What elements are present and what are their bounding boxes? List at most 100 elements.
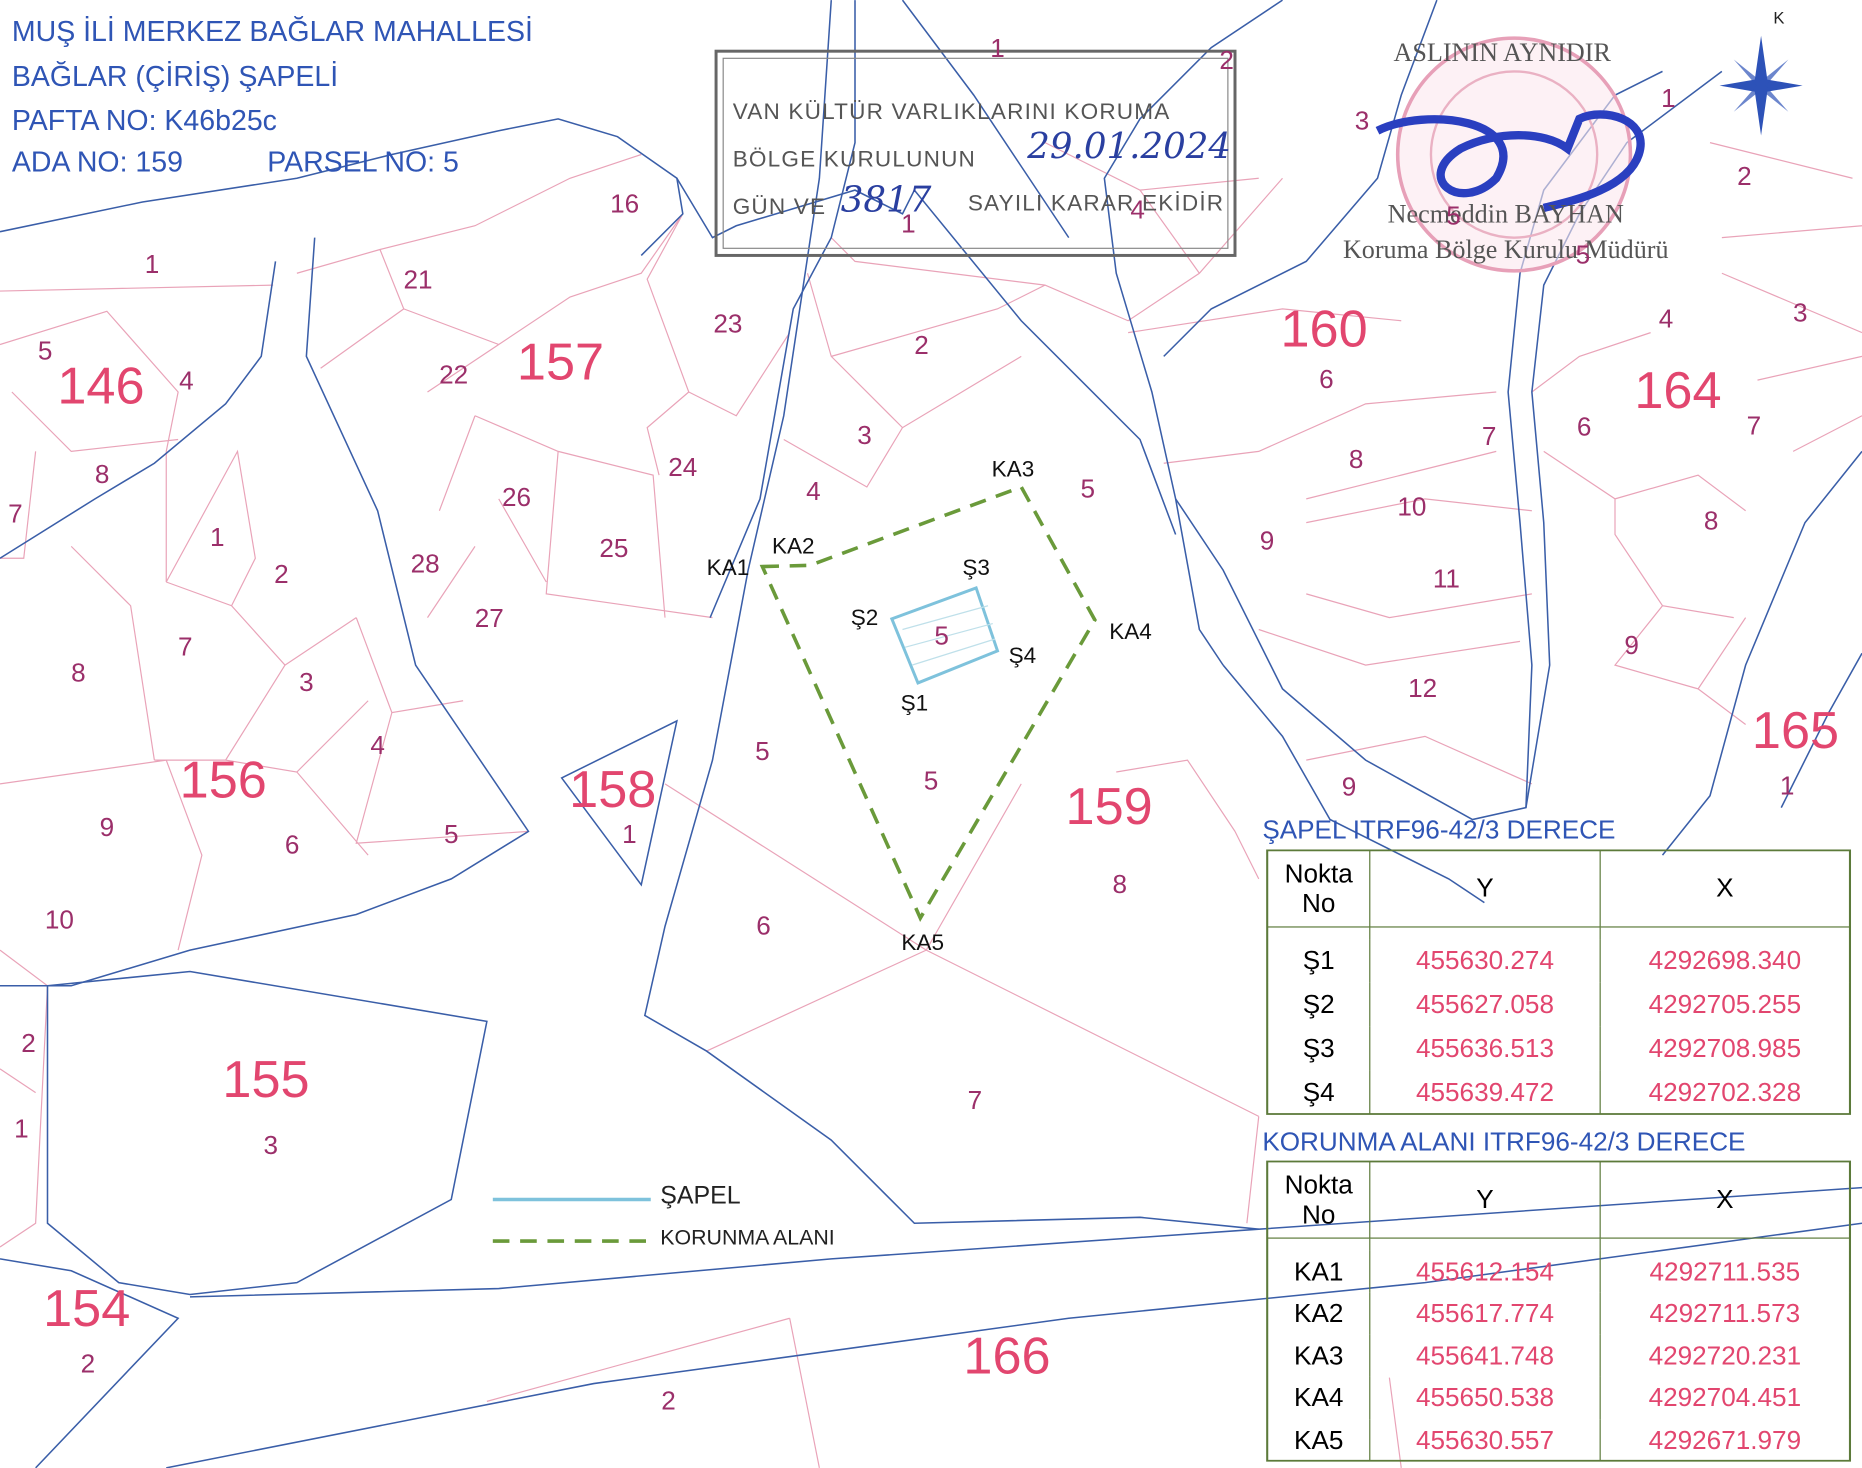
table-cell: KA3 bbox=[1268, 1334, 1370, 1376]
stamp-date: 29.01.2024 bbox=[1026, 126, 1231, 167]
table-cell: 4292720.231 bbox=[1600, 1334, 1849, 1376]
table-title: ŞAPEL ITRF96-42/3 DERECE bbox=[1262, 814, 1615, 844]
block-number: 146 bbox=[57, 357, 144, 415]
parcel-number: 5 bbox=[444, 819, 459, 849]
parcel-number: 3 bbox=[263, 1130, 278, 1160]
table-title: KORUNMA ALANI ITRF96-42/3 DERECE bbox=[1262, 1127, 1745, 1157]
parcel-number: 2 bbox=[274, 559, 289, 589]
parcel-number: 8 bbox=[71, 658, 86, 688]
stamp-line: VAN KÜLTÜR VARLIKLARINI KORUMA bbox=[733, 99, 1171, 124]
table-cell: 455617.774 bbox=[1370, 1292, 1600, 1334]
parcel-number: 1 bbox=[990, 33, 1005, 63]
parcel-number: 11 bbox=[1433, 564, 1460, 594]
parcel-number: 5 bbox=[924, 766, 939, 796]
header-line: PARSEL NO: 5 bbox=[267, 147, 459, 179]
parcel-number: 9 bbox=[1260, 526, 1275, 556]
parcel-number: 1 bbox=[14, 1114, 29, 1144]
table-cell: Ş4 bbox=[1268, 1070, 1370, 1114]
point-label: KA2 bbox=[772, 534, 815, 559]
parcel-number: 1 bbox=[901, 209, 916, 239]
table-cell: Y bbox=[1370, 1162, 1600, 1238]
table-cell: 455627.058 bbox=[1370, 983, 1600, 1027]
parcel-number: 7 bbox=[8, 498, 23, 528]
table-cell: 4292708.985 bbox=[1600, 1026, 1849, 1070]
parcel-number: 5 bbox=[755, 736, 770, 766]
parcel-number: 22 bbox=[439, 359, 468, 389]
parcel-number: 16 bbox=[610, 188, 639, 218]
parcel-number: 21 bbox=[403, 264, 432, 294]
block-number: 154 bbox=[43, 1280, 130, 1338]
parcel-number: 10 bbox=[45, 905, 74, 935]
parcel-number: 7 bbox=[968, 1085, 983, 1115]
legend-label: ŞAPEL bbox=[660, 1182, 740, 1210]
parcel-number: 9 bbox=[1624, 630, 1639, 660]
parcel-number: 23 bbox=[713, 308, 742, 338]
table-cell: 4292711.535 bbox=[1600, 1250, 1849, 1292]
block-number: 156 bbox=[180, 752, 267, 810]
parcel-number: 12 bbox=[1408, 673, 1437, 703]
point-label: KA4 bbox=[1109, 619, 1152, 644]
table-cell: Nokta No bbox=[1268, 850, 1370, 926]
parcel-number: 3 bbox=[857, 420, 872, 450]
parcel-number: 2 bbox=[1219, 45, 1234, 75]
stamp: VAN KÜLTÜR VARLIKLARINI KORUMA BÖLGE KUR… bbox=[716, 51, 1235, 255]
table-cell: 4292704.451 bbox=[1600, 1376, 1849, 1418]
table-cell: X bbox=[1600, 1162, 1849, 1238]
stamp-line: GÜN VE bbox=[733, 194, 827, 219]
table-cell: 455650.538 bbox=[1370, 1376, 1600, 1418]
block-number: 155 bbox=[222, 1051, 309, 1109]
parcel-number: 7 bbox=[1482, 421, 1497, 451]
table-cell: Ş2 bbox=[1268, 983, 1370, 1027]
legend-label: KORUNMA ALANI bbox=[660, 1225, 834, 1249]
stamp-line: SAYILI KARAR EKİDİR bbox=[968, 190, 1224, 215]
table-cell: KA1 bbox=[1268, 1250, 1370, 1292]
parcel-number: 4 bbox=[179, 365, 194, 395]
parcel-number: 2 bbox=[914, 330, 929, 360]
parcel-number: 4 bbox=[1659, 304, 1674, 334]
block-number: 158 bbox=[569, 761, 656, 819]
parcel-number: 8 bbox=[1349, 444, 1364, 474]
table-cell: X bbox=[1600, 850, 1849, 926]
point-label: KA1 bbox=[707, 555, 750, 580]
parcel-number: 2 bbox=[1737, 161, 1752, 191]
parcel-number: 8 bbox=[1113, 869, 1128, 899]
map: VAN KÜLTÜR VARLIKLARINI KORUMA BÖLGE KUR… bbox=[0, 0, 1862, 1468]
parcel-number: 1 bbox=[622, 819, 637, 849]
parcel-number: 6 bbox=[1319, 364, 1334, 394]
parcel-number: 5 bbox=[1080, 473, 1095, 503]
parcel-number: 2 bbox=[21, 1028, 36, 1058]
point-label: KA3 bbox=[992, 456, 1035, 481]
table-cell: KA2 bbox=[1268, 1292, 1370, 1334]
table-cell: 455641.748 bbox=[1370, 1334, 1600, 1376]
stamp-decision: 3817 bbox=[841, 180, 932, 221]
parcel-number: 1 bbox=[210, 522, 225, 552]
header-line: BAĞLAR (ÇİRİŞ) ŞAPELİ bbox=[12, 61, 338, 93]
north-arrow: K bbox=[1720, 9, 1803, 136]
parcel-number: 28 bbox=[411, 548, 440, 578]
table-cell: 4292671.979 bbox=[1600, 1419, 1849, 1461]
table-box: Nokta NoYX KA1455612.1544292711.535KA2455… bbox=[1267, 1162, 1850, 1461]
block-number: 157 bbox=[517, 334, 604, 392]
point-label: KA5 bbox=[901, 930, 944, 955]
parcel-number: 7 bbox=[1747, 411, 1762, 441]
parcel-number: 4 bbox=[806, 476, 821, 506]
parcel-number: 6 bbox=[285, 830, 300, 860]
table-cell: 4292702.328 bbox=[1600, 1070, 1849, 1114]
parcel-number: 4 bbox=[1130, 194, 1145, 224]
parcel-number: 3 bbox=[1355, 105, 1370, 135]
table-cell: KA4 bbox=[1268, 1376, 1370, 1418]
point-label: Ş3 bbox=[962, 555, 990, 580]
parcel-number: 5 bbox=[1576, 240, 1591, 270]
parcel-number: 8 bbox=[1704, 506, 1719, 536]
parcel-number: 3 bbox=[1793, 298, 1808, 328]
parcel-number: 2 bbox=[81, 1349, 96, 1379]
parcel-number: 6 bbox=[756, 910, 771, 940]
point-label: Ş1 bbox=[901, 690, 929, 715]
